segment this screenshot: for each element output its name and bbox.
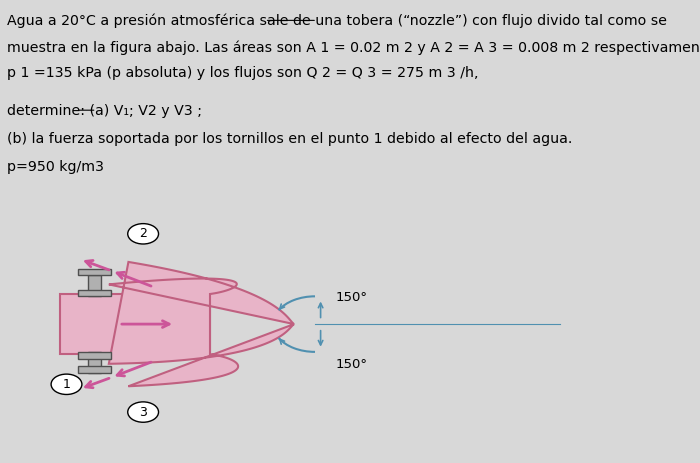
Text: determine: (a) V₁; V2 y V3 ;: determine: (a) V₁; V2 y V3 ; xyxy=(7,104,202,118)
Bar xyxy=(78,269,111,275)
Circle shape xyxy=(127,402,158,422)
Polygon shape xyxy=(108,262,294,386)
Text: (b) la fuerza soportada por los tornillos en el punto 1 debido al efecto del agu: (b) la fuerza soportada por los tornillo… xyxy=(7,132,573,146)
Bar xyxy=(78,352,111,359)
Text: 3: 3 xyxy=(139,406,147,419)
Text: p=950 kg/m3: p=950 kg/m3 xyxy=(7,160,104,174)
Circle shape xyxy=(51,374,82,394)
Text: 150°: 150° xyxy=(336,358,368,371)
Bar xyxy=(88,352,101,373)
Text: 150°: 150° xyxy=(336,291,368,304)
Text: p 1 =135 kPa (p absoluta) y los flujos son Q 2 = Q 3 = 275 m 3 /h,: p 1 =135 kPa (p absoluta) y los flujos s… xyxy=(7,66,479,80)
Bar xyxy=(78,366,111,373)
Bar xyxy=(88,275,101,296)
Text: Agua a 20°C a presión atmosférica sale de una tobera (“nozzle”) con flujo divido: Agua a 20°C a presión atmosférica sale d… xyxy=(7,14,667,28)
Bar xyxy=(78,289,111,296)
Circle shape xyxy=(127,224,158,244)
Text: muestra en la figura abajo. Las áreas son A 1 = 0.02 m 2 y A 2 = A 3 = 0.008 m 2: muestra en la figura abajo. Las áreas so… xyxy=(7,41,700,55)
Polygon shape xyxy=(60,294,210,354)
Text: 2: 2 xyxy=(139,227,147,240)
Text: 1: 1 xyxy=(62,378,71,391)
